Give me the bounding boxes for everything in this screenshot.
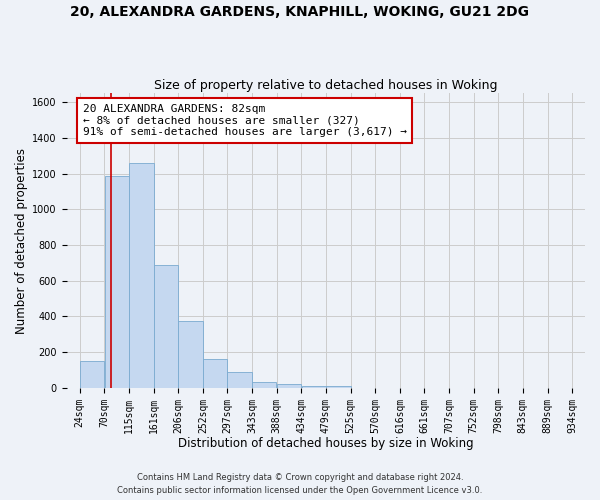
Bar bbox=[80, 361, 104, 388]
Bar bbox=[252, 382, 277, 388]
X-axis label: Distribution of detached houses by size in Woking: Distribution of detached houses by size … bbox=[178, 437, 473, 450]
Bar bbox=[277, 384, 301, 388]
Bar bbox=[227, 372, 252, 388]
Text: Contains HM Land Registry data © Crown copyright and database right 2024.
Contai: Contains HM Land Registry data © Crown c… bbox=[118, 474, 482, 495]
Bar bbox=[104, 176, 128, 388]
Bar bbox=[326, 386, 350, 388]
Bar bbox=[302, 386, 326, 388]
Bar bbox=[178, 321, 203, 388]
Bar bbox=[154, 264, 178, 388]
Title: Size of property relative to detached houses in Woking: Size of property relative to detached ho… bbox=[154, 79, 497, 92]
Text: 20, ALEXANDRA GARDENS, KNAPHILL, WOKING, GU21 2DG: 20, ALEXANDRA GARDENS, KNAPHILL, WOKING,… bbox=[71, 5, 530, 19]
Bar bbox=[203, 360, 227, 388]
Bar bbox=[129, 163, 154, 388]
Y-axis label: Number of detached properties: Number of detached properties bbox=[15, 148, 28, 334]
Text: 20 ALEXANDRA GARDENS: 82sqm
← 8% of detached houses are smaller (327)
91% of sem: 20 ALEXANDRA GARDENS: 82sqm ← 8% of deta… bbox=[83, 104, 407, 137]
